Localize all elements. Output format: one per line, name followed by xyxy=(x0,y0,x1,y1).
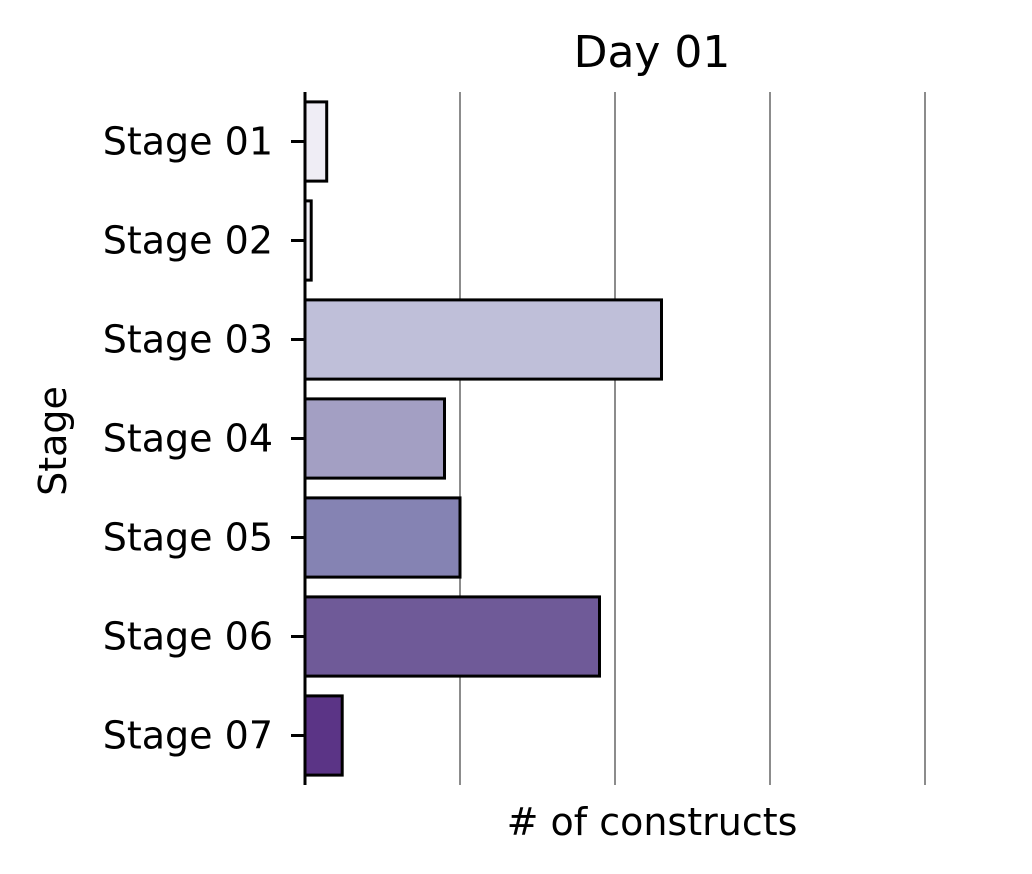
y-ticks: Stage 01 Stage 02 Stage 03 Stage 04 Stage 05… xyxy=(103,120,305,758)
y-tick-label: Stage 07 xyxy=(103,714,273,758)
bar-stage-07 xyxy=(303,694,344,777)
x-axis-label: # of constructs xyxy=(507,800,798,844)
y-tick-label: Stage 04 xyxy=(103,417,273,461)
bar-stage-06 xyxy=(303,595,601,678)
y-tick-label: Stage 05 xyxy=(103,516,273,560)
y-tick-label: Stage 02 xyxy=(103,219,273,263)
y-tick-label: Stage 06 xyxy=(103,615,273,659)
y-axis-label: Stage xyxy=(31,386,75,496)
bar-stage-01 xyxy=(303,100,329,183)
bar-stage-05 xyxy=(303,496,462,579)
y-tick-label: Stage 01 xyxy=(103,120,273,164)
gridlines xyxy=(459,92,926,785)
bar-stage-03 xyxy=(303,298,663,381)
chart-title: Day 01 xyxy=(574,27,731,78)
y-tick-label: Stage 03 xyxy=(103,318,273,362)
bar-stage-04 xyxy=(303,397,446,480)
bars xyxy=(303,100,663,777)
